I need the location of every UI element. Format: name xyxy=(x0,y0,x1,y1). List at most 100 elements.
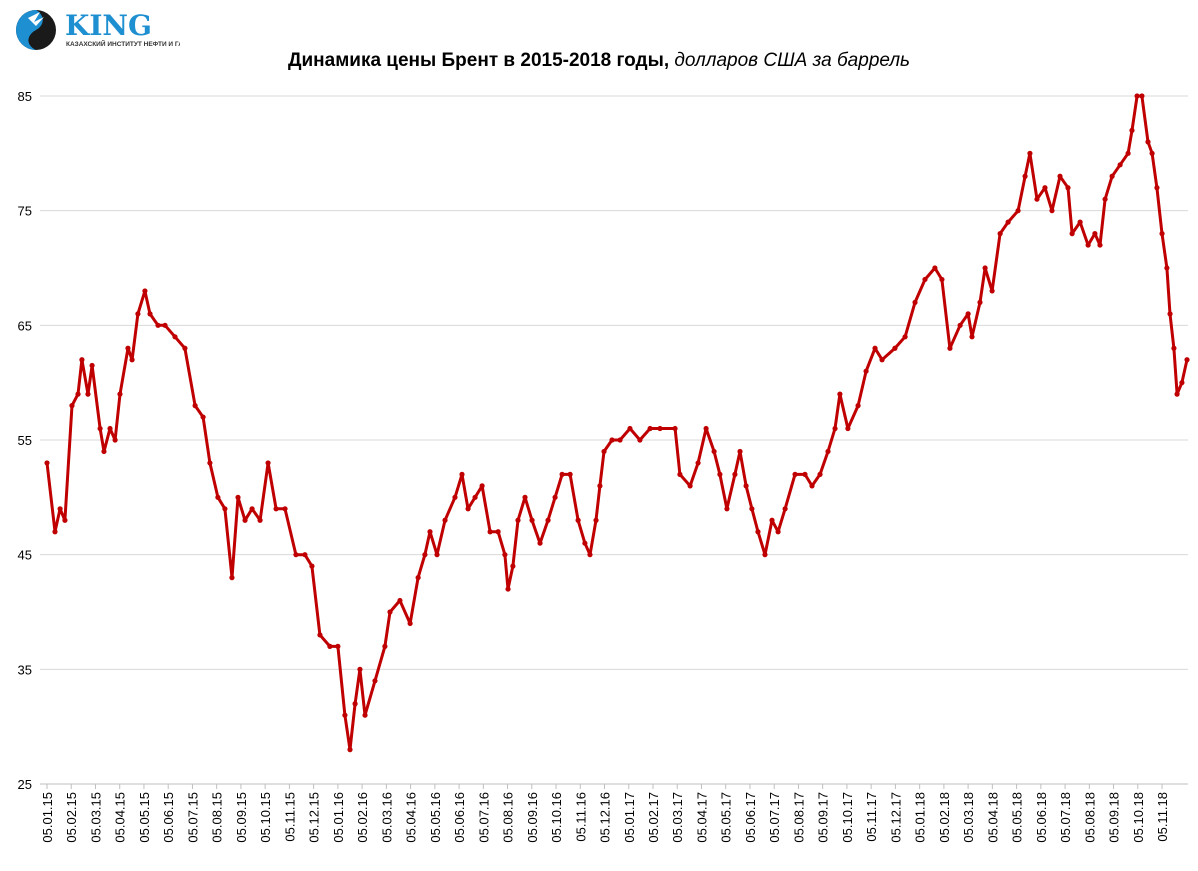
data-point xyxy=(75,391,81,397)
y-tick-label: 65 xyxy=(18,318,32,333)
x-tick-label: 05.01.15 xyxy=(40,792,55,843)
data-point xyxy=(1065,185,1071,191)
data-point xyxy=(1179,380,1185,386)
y-tick-label: 35 xyxy=(18,662,32,677)
data-point xyxy=(142,288,148,294)
data-point xyxy=(442,517,448,523)
data-point xyxy=(832,425,838,432)
data-point xyxy=(1077,219,1083,225)
x-tick-label: 05.01.18 xyxy=(913,792,928,843)
data-point xyxy=(597,483,603,489)
data-point xyxy=(265,460,271,466)
data-point xyxy=(965,311,971,317)
data-point xyxy=(837,391,843,397)
chart-title-unit: долларов США за баррель xyxy=(674,50,911,71)
data-point xyxy=(372,678,378,684)
data-point xyxy=(427,529,433,535)
data-point xyxy=(182,345,188,351)
data-point xyxy=(627,425,633,432)
data-point xyxy=(792,471,798,477)
x-tick-label: 05.12.16 xyxy=(598,792,613,843)
data-point xyxy=(1097,242,1103,248)
data-point xyxy=(892,345,898,351)
data-point xyxy=(52,529,58,535)
data-point xyxy=(85,391,91,397)
x-tick-label: 05.04.16 xyxy=(404,792,419,843)
x-tick-label: 05.10.15 xyxy=(258,792,273,843)
data-point xyxy=(452,494,458,500)
series-line-brent xyxy=(45,94,1189,752)
x-tick-label: 05.05.15 xyxy=(137,792,152,843)
data-point xyxy=(1134,93,1140,99)
data-point xyxy=(601,448,607,455)
y-tick-label: 25 xyxy=(18,777,32,792)
data-point xyxy=(724,506,730,512)
data-point xyxy=(273,506,279,512)
data-point xyxy=(711,448,717,455)
data-point xyxy=(1164,265,1170,271)
y-tick-label: 85 xyxy=(18,89,32,104)
data-point xyxy=(200,414,206,420)
data-point xyxy=(845,425,851,432)
data-point xyxy=(582,540,588,546)
data-point xyxy=(135,311,141,317)
data-point xyxy=(1159,231,1165,237)
data-point xyxy=(1154,185,1160,191)
data-point xyxy=(1092,231,1098,237)
svg-text:КАЗАХСКИЙ ИНСТИТУТ НЕФТИ И ГАЗ: КАЗАХСКИЙ ИНСТИТУТ НЕФТИ И ГАЗА xyxy=(66,39,180,48)
data-point xyxy=(872,345,878,351)
data-point xyxy=(207,460,213,466)
data-point xyxy=(1005,219,1011,225)
data-point xyxy=(687,483,693,489)
data-point xyxy=(1102,196,1108,202)
x-tick-label: 05.07.18 xyxy=(1058,792,1073,843)
data-point xyxy=(112,437,118,443)
data-point xyxy=(357,666,363,672)
x-tick-label: 05.09.17 xyxy=(816,792,831,843)
x-tick-label: 05.06.15 xyxy=(161,792,176,843)
data-point xyxy=(902,334,908,340)
data-point xyxy=(672,425,678,432)
chart-title: Динамика цены Брент в 2015-2018 годы, до… xyxy=(0,50,1198,72)
x-tick-label: 05.11.16 xyxy=(573,792,588,842)
x-tick-label: 05.04.17 xyxy=(694,792,709,843)
data-point xyxy=(755,529,761,535)
data-point xyxy=(522,494,528,500)
data-point xyxy=(1125,150,1131,156)
data-point xyxy=(825,448,831,455)
data-point xyxy=(249,506,255,512)
x-tick-label: 05.09.18 xyxy=(1107,792,1122,843)
data-point xyxy=(510,563,516,569)
data-point xyxy=(957,322,963,328)
x-tick-label: 05.01.17 xyxy=(622,792,637,843)
chart-title-main: Динамика цены Брент в 2015-2018 годы, xyxy=(287,50,670,71)
data-point xyxy=(932,265,938,271)
data-point xyxy=(505,586,511,592)
data-point xyxy=(317,632,323,638)
data-point xyxy=(382,643,388,650)
data-point xyxy=(407,620,413,627)
data-point xyxy=(309,563,315,569)
data-point xyxy=(515,517,521,523)
data-point xyxy=(1129,127,1135,133)
data-point xyxy=(775,529,781,535)
data-point xyxy=(293,552,299,558)
data-point xyxy=(762,552,768,558)
data-point xyxy=(537,540,543,546)
data-point xyxy=(677,471,683,477)
data-point xyxy=(695,460,701,466)
data-point xyxy=(947,345,953,351)
data-point xyxy=(1069,231,1075,237)
data-point xyxy=(637,437,643,443)
data-point xyxy=(737,448,743,455)
x-tick-label: 05.02.17 xyxy=(646,792,661,843)
data-point xyxy=(147,311,153,317)
data-point xyxy=(567,471,573,477)
data-point xyxy=(609,437,615,443)
x-tick-label: 05.12.15 xyxy=(307,792,322,843)
data-point xyxy=(879,357,885,363)
data-point xyxy=(1171,345,1177,351)
x-tick-label: 05.05.16 xyxy=(428,792,443,843)
x-tick-label: 05.08.18 xyxy=(1082,792,1097,843)
data-point xyxy=(939,276,945,283)
